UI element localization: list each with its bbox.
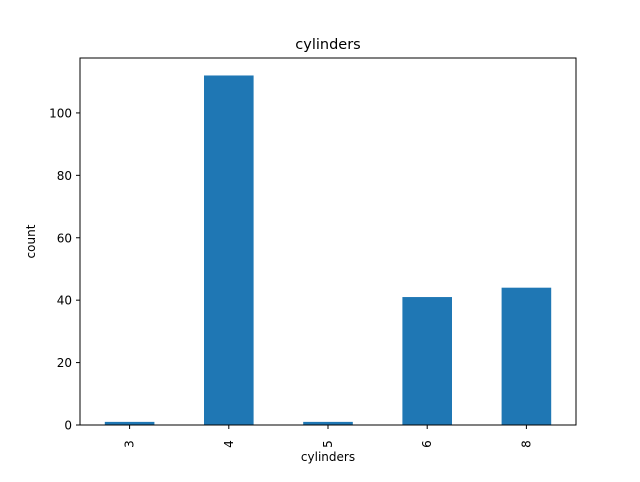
bar-cyl-8 <box>501 287 552 425</box>
x-tick-label: 8 <box>519 440 533 448</box>
y-axis-ticks: 0 20 40 60 80 100 <box>49 106 80 433</box>
y-tick-label: 20 <box>57 356 72 370</box>
x-axis-label: cylinders <box>301 450 355 464</box>
x-tick-label: 4 <box>222 440 236 448</box>
chart-title: cylinders <box>295 37 360 53</box>
bar-cyl-5 <box>303 421 353 425</box>
bars-group <box>104 75 552 425</box>
x-tick-label: 3 <box>123 440 137 448</box>
y-tick-label: 0 <box>64 419 72 433</box>
x-tick-label: 5 <box>321 440 335 448</box>
bar-cyl-6 <box>402 297 452 425</box>
x-axis-ticks: 3 4 5 6 8 <box>123 425 533 448</box>
y-tick-label: 100 <box>49 106 72 120</box>
y-tick-label: 60 <box>57 231 72 245</box>
x-tick-label: 6 <box>420 440 434 448</box>
y-tick-label: 40 <box>57 294 72 308</box>
y-axis-label: count <box>24 224 38 258</box>
plot-frame <box>79 57 577 426</box>
bar-cyl-3 <box>104 421 155 425</box>
y-tick-label: 80 <box>57 169 72 183</box>
bar-cyl-4 <box>204 75 254 425</box>
